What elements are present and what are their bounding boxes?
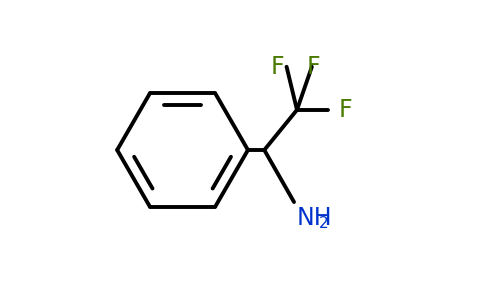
- Text: F: F: [339, 98, 352, 122]
- Text: F: F: [271, 55, 285, 79]
- Text: NH: NH: [297, 206, 333, 230]
- Text: F: F: [306, 55, 320, 79]
- Text: 2: 2: [318, 216, 328, 231]
